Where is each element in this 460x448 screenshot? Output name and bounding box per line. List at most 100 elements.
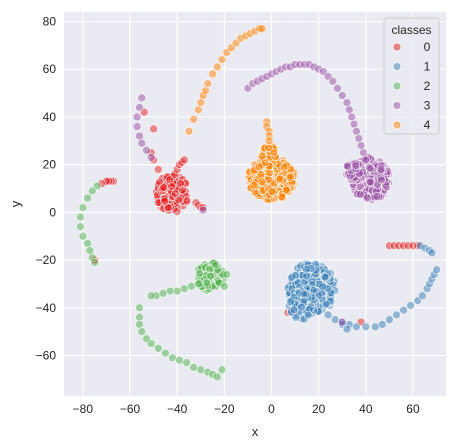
- data-point: [222, 270, 232, 279]
- plot-background: [64, 12, 446, 396]
- legend-marker: [392, 120, 402, 130]
- legend-entry: 3: [424, 99, 431, 113]
- data-point: [212, 372, 222, 382]
- x-tick-label: 20: [312, 402, 326, 416]
- data-point: [289, 305, 299, 315]
- data-point: [366, 177, 375, 187]
- y-tick-label: 80: [43, 15, 57, 29]
- data-point: [178, 185, 187, 195]
- y-tick-label: 20: [43, 158, 57, 172]
- series-2: [76, 181, 232, 382]
- series-4: [184, 24, 299, 205]
- data-point: [351, 161, 361, 171]
- data-point: [137, 138, 147, 148]
- data-point: [182, 196, 192, 206]
- data-point: [76, 212, 85, 222]
- x-tick-label: 60: [406, 402, 420, 416]
- data-point: [137, 93, 147, 103]
- legend-entry: 4: [424, 118, 431, 132]
- legend-title: classes: [391, 23, 431, 37]
- data-point: [153, 165, 163, 174]
- data-point: [135, 320, 144, 329]
- data-point: [184, 126, 194, 136]
- data-point: [342, 98, 352, 107]
- data-point: [342, 161, 352, 171]
- data-point: [365, 163, 374, 173]
- data-point: [264, 136, 274, 146]
- data-point: [299, 289, 309, 299]
- data-point: [135, 303, 144, 313]
- y-tick-label: −20: [36, 253, 57, 267]
- data-point: [153, 343, 163, 353]
- data-point: [132, 122, 142, 131]
- data-point: [318, 282, 327, 292]
- series-1: [283, 241, 441, 334]
- data-point: [302, 264, 311, 274]
- data-point: [392, 310, 401, 320]
- data-point: [349, 119, 359, 129]
- data-point: [297, 302, 306, 312]
- data-point: [161, 348, 170, 358]
- x-axis-label: x: [252, 424, 259, 439]
- data-point: [87, 186, 97, 196]
- data-points: [76, 24, 441, 382]
- data-point: [279, 162, 289, 172]
- y-tick-label: −40: [36, 301, 57, 315]
- x-tick-label: −60: [120, 402, 141, 416]
- data-point: [212, 62, 222, 72]
- data-point: [217, 365, 227, 375]
- series-0: [90, 107, 423, 327]
- legend-entry: 2: [424, 79, 431, 93]
- y-tick-label: 0: [49, 205, 56, 219]
- data-point: [347, 112, 357, 122]
- data-point: [427, 248, 437, 258]
- x-tick-labels: −80 −60 −40 −20 0 20 40 60: [73, 402, 420, 416]
- legend: classes 0 1 2 3 4: [383, 17, 440, 135]
- data-point: [281, 185, 291, 195]
- data-point: [376, 164, 386, 174]
- data-point: [359, 148, 368, 158]
- series-3: [132, 60, 393, 327]
- data-point: [132, 112, 142, 122]
- data-point: [291, 271, 301, 280]
- data-point: [171, 189, 180, 199]
- data-point: [254, 162, 264, 172]
- data-point: [275, 174, 285, 184]
- legend-entry: 0: [424, 40, 431, 54]
- legend-marker: [392, 62, 402, 71]
- data-point: [182, 358, 191, 367]
- data-point: [189, 114, 199, 124]
- data-point: [337, 91, 347, 100]
- data-point: [285, 173, 295, 182]
- data-point: [352, 322, 361, 332]
- data-point: [78, 231, 88, 241]
- data-point: [406, 301, 415, 310]
- data-point: [167, 181, 176, 191]
- data-point: [323, 310, 333, 320]
- data-point: [328, 76, 338, 86]
- data-point: [399, 305, 408, 315]
- data-point: [194, 105, 203, 115]
- data-point: [377, 320, 387, 329]
- data-point: [137, 327, 147, 336]
- data-point: [90, 258, 100, 267]
- x-tick-label: −80: [73, 402, 94, 416]
- x-tick-label: 40: [359, 402, 373, 416]
- data-point: [362, 193, 372, 203]
- data-point: [355, 190, 365, 199]
- x-tick-label: −20: [214, 402, 235, 416]
- data-point: [202, 278, 212, 288]
- legend-marker: [392, 81, 402, 91]
- data-point: [76, 222, 85, 232]
- data-point: [159, 182, 169, 192]
- data-point: [376, 175, 386, 185]
- data-point: [249, 180, 259, 190]
- data-point: [303, 310, 313, 320]
- y-tick-labels: −60 −40 −20 0 20 40 60 80: [36, 15, 57, 363]
- data-point: [257, 151, 267, 161]
- data-point: [160, 196, 169, 206]
- data-point: [418, 291, 427, 301]
- data-point: [217, 55, 227, 65]
- data-point: [85, 246, 95, 255]
